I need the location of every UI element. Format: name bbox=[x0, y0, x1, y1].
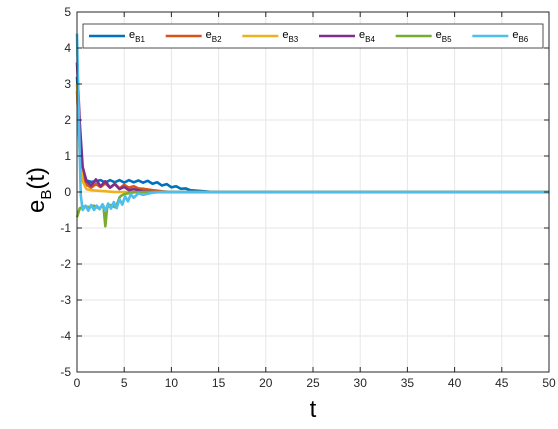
x-tick-label: 30 bbox=[354, 376, 368, 390]
legend-entry-sub: B5 bbox=[442, 35, 452, 44]
x-tick-label: 25 bbox=[306, 376, 320, 390]
y-tick-label: 1 bbox=[64, 149, 71, 163]
y-tick-label: -4 bbox=[60, 329, 71, 343]
y-tick-label: 2 bbox=[64, 113, 71, 127]
y-tick-label: -3 bbox=[60, 293, 71, 307]
x-tick-label: 50 bbox=[542, 376, 556, 390]
y-axis-label-main: e bbox=[23, 200, 50, 213]
x-tick-label: 5 bbox=[121, 376, 128, 390]
y-axis-label-suffix: (t) bbox=[23, 167, 50, 190]
x-tick-label: 10 bbox=[165, 376, 179, 390]
legend-entry-sub: B3 bbox=[288, 35, 298, 44]
y-tick-label: 5 bbox=[64, 5, 71, 19]
y-tick-label: 0 bbox=[64, 185, 71, 199]
y-tick-label: -2 bbox=[60, 257, 71, 271]
y-tick-label: 4 bbox=[64, 41, 71, 55]
x-tick-label: 45 bbox=[495, 376, 509, 390]
x-tick-label: 20 bbox=[259, 376, 273, 390]
legend: eB1 eB2 eB3 eB4 eB5 eB6 bbox=[83, 24, 543, 48]
x-axis-label: t bbox=[310, 396, 317, 423]
y-tick-label: -5 bbox=[60, 365, 71, 379]
y-axis-label-sub: B bbox=[38, 190, 55, 200]
y-tick-label: -1 bbox=[60, 221, 71, 235]
legend-entry-sub: B1 bbox=[135, 35, 145, 44]
x-tick-label: 40 bbox=[448, 376, 462, 390]
legend-entry-sub: B6 bbox=[518, 35, 528, 44]
legend-entry-sub: B2 bbox=[212, 35, 222, 44]
y-tick-label: 3 bbox=[64, 77, 71, 91]
x-tick-label: 35 bbox=[401, 376, 415, 390]
x-tick-label: 0 bbox=[74, 376, 81, 390]
legend-entry-sub: B4 bbox=[365, 35, 375, 44]
x-tick-label: 15 bbox=[212, 376, 226, 390]
